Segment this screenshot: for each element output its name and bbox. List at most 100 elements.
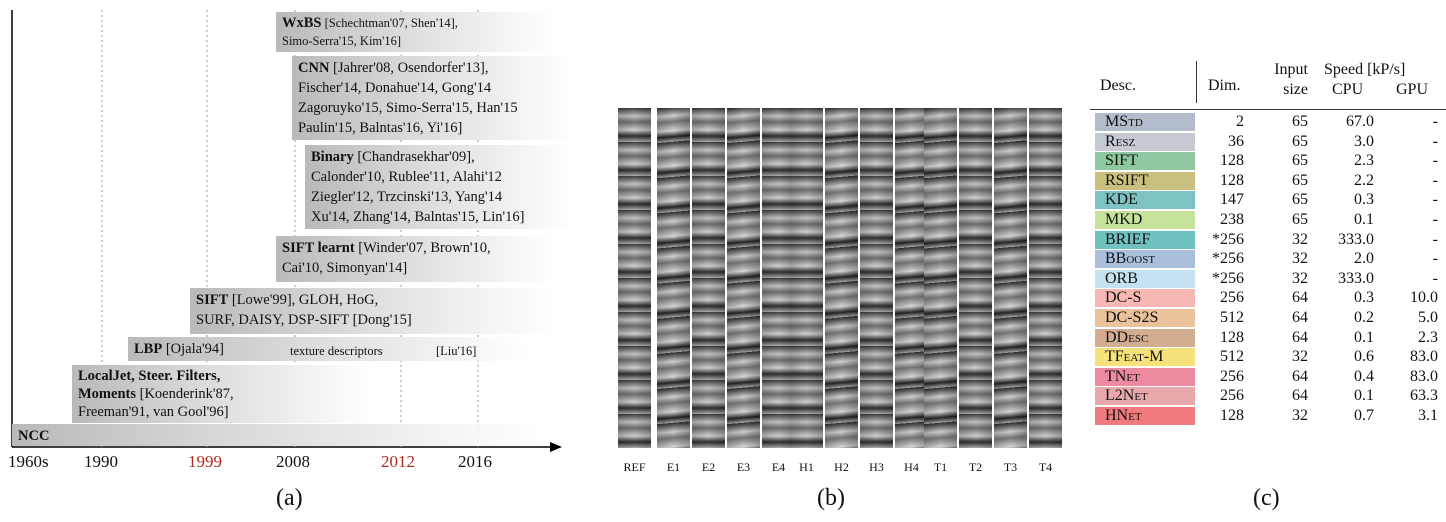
cell-input: 32 (1292, 269, 1308, 287)
cell-input: 65 (1292, 113, 1308, 130)
patch-group-easy (657, 108, 797, 448)
cell-desc: KDE (1095, 191, 1195, 210)
table-row: MKD 238 65 0.1 - (1090, 211, 1446, 229)
cell-gpu: - (1432, 250, 1438, 268)
cell-input: 32 (1292, 230, 1308, 248)
cell-input: 65 (1292, 132, 1308, 150)
timeline-panel: WxBS [Schechtman'07, Shen'14], Simo-Serr… (0, 0, 580, 471)
cell-cpu: 333.0 (1338, 269, 1374, 287)
header-input-size: size (1283, 81, 1308, 98)
year-label: 2016 (458, 452, 492, 471)
cell-gpu: - (1432, 113, 1438, 130)
cell-input: 65 (1292, 171, 1308, 189)
cell-cpu: 333.0 (1338, 230, 1374, 248)
cell-desc: ORB (1095, 269, 1195, 288)
table-row: TFeat-M 512 32 0.6 83.0 (1090, 348, 1446, 367)
cell-dim: 256 (1220, 387, 1244, 405)
cell-dim: 128 (1220, 407, 1244, 424)
timeline-box-ncc: NCC (12, 424, 542, 446)
table-row: ORB *256 32 333.0 - (1090, 269, 1446, 288)
cell-input: 64 (1292, 367, 1308, 385)
patch-column (790, 108, 823, 448)
cell-gpu: 83.0 (1410, 367, 1438, 385)
timeline-axes (11, 10, 562, 452)
table-row: L2Net 256 64 0.1 63.3 (1090, 387, 1446, 406)
cell-cpu: 67.0 (1346, 113, 1374, 130)
patch-label: REF (623, 460, 646, 474)
patch-label: E2 (701, 460, 716, 474)
patch-label: E4 (771, 460, 786, 474)
patch-column (994, 108, 1027, 448)
cell-cpu: 0.1 (1354, 328, 1374, 346)
cell-input: 64 (1292, 328, 1308, 346)
header-desc: Desc. (1100, 77, 1136, 94)
timeline-box-binary: Binary [Chandrasekhar'09], Calonder'10, … (305, 145, 573, 229)
cell-cpu: 3.0 (1354, 132, 1374, 150)
cell-gpu: 5.0 (1418, 309, 1438, 326)
patch-label: H4 (904, 460, 919, 474)
cell-cpu: 0.7 (1354, 407, 1374, 424)
cell-gpu: - (1432, 171, 1438, 189)
cell-dim: *256 (1212, 250, 1244, 268)
year-label: 1960s (8, 452, 49, 471)
patch-label: E3 (736, 460, 751, 474)
cell-desc: BRIEF (1095, 230, 1195, 249)
cell-dim: 256 (1220, 289, 1244, 307)
table-row: DC-S2S 512 64 0.2 5.0 (1090, 309, 1446, 327)
cell-input: 64 (1292, 309, 1308, 326)
patch-label: T3 (1003, 460, 1018, 474)
patch-column (727, 108, 760, 448)
cell-gpu: 83.0 (1410, 348, 1438, 366)
cell-dim: 36 (1228, 132, 1244, 150)
cell-gpu: - (1432, 132, 1438, 150)
patch-column (825, 108, 858, 448)
cell-gpu: - (1432, 269, 1438, 287)
cell-dim: 512 (1220, 309, 1244, 326)
timeline-box-lbp: LBP [Ojala'94] texture descriptors [Liu'… (128, 337, 528, 361)
header-cpu: CPU (1332, 81, 1364, 98)
patch-label: H3 (869, 460, 884, 474)
patch-label: H1 (799, 460, 814, 474)
cell-input: 32 (1292, 250, 1308, 268)
patch-group-tough (924, 108, 1064, 448)
patch-label: E1 (666, 460, 681, 474)
cell-desc: DC-S (1095, 289, 1195, 308)
year-label: 2008 (276, 452, 310, 471)
patch-label: H2 (834, 460, 849, 474)
patch-column (860, 108, 893, 448)
patch-column (657, 108, 690, 448)
cell-gpu: 2.3 (1418, 328, 1438, 346)
caption-c: (c) (1253, 485, 1280, 511)
patch-column (924, 108, 957, 448)
cell-desc: HNet (1095, 407, 1195, 425)
cell-input: 64 (1292, 289, 1308, 307)
cell-desc: MStd (1095, 113, 1195, 131)
cell-dim: 2 (1236, 113, 1244, 130)
cell-desc: TFeat-M (1095, 348, 1195, 367)
cell-cpu: 0.1 (1354, 211, 1374, 228)
table-row: Resz 36 65 3.0 - (1090, 132, 1446, 151)
timeline-box-sift: SIFT [Lowe'99], GLOH, HoG, SURF, DAISY, … (190, 288, 556, 334)
cell-cpu: 0.3 (1354, 191, 1374, 209)
cell-desc: TNet (1095, 367, 1195, 386)
cell-input: 65 (1292, 191, 1308, 209)
cell-cpu: 0.6 (1354, 348, 1374, 366)
cell-dim: *256 (1212, 230, 1244, 248)
patch-column (895, 108, 928, 448)
cell-input: 32 (1292, 407, 1308, 424)
cell-gpu: 63.3 (1410, 387, 1438, 405)
timeline-box-cnn: CNN [Jahrer'08, Osendorfer'13], Fischer'… (292, 56, 574, 140)
cell-cpu: 2.0 (1354, 250, 1374, 268)
caption-b: (b) (817, 485, 845, 511)
table-row: RSIFT 128 65 2.2 - (1090, 171, 1446, 190)
table-row: HNet 128 32 0.7 3.1 (1090, 407, 1446, 425)
table-row: DDesc 128 64 0.1 2.3 (1090, 328, 1446, 347)
patch-column (762, 108, 795, 448)
patch-group-ref (618, 108, 653, 448)
header-gpu: GPU (1396, 81, 1429, 98)
cell-gpu: - (1432, 230, 1438, 248)
cell-gpu: - (1432, 211, 1438, 228)
cell-desc: MKD (1095, 211, 1195, 229)
cell-cpu: 0.3 (1354, 289, 1374, 307)
cell-cpu: 2.3 (1354, 152, 1374, 170)
